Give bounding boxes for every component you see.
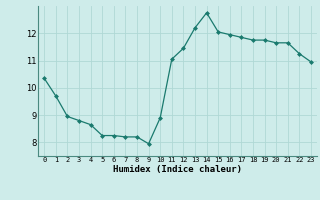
X-axis label: Humidex (Indice chaleur): Humidex (Indice chaleur)	[113, 165, 242, 174]
